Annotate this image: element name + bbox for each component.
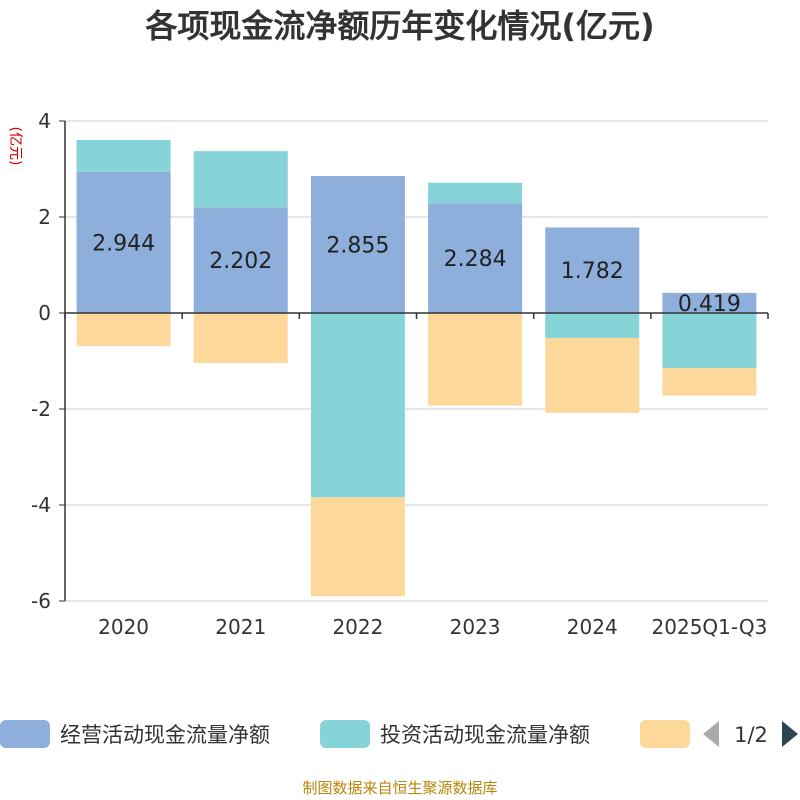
y-tick-label: -4 bbox=[31, 493, 51, 517]
bar-series2-2021[interactable] bbox=[193, 151, 288, 208]
bar-series3-2024[interactable] bbox=[545, 337, 640, 413]
bar-series1-2024[interactable] bbox=[545, 227, 640, 313]
y-tick-label: 4 bbox=[38, 109, 51, 133]
bar-series2-2023[interactable] bbox=[428, 182, 523, 204]
y-tick-label: 2 bbox=[38, 205, 51, 229]
bar-series3-2023[interactable] bbox=[428, 313, 523, 406]
y-tick-label: -6 bbox=[31, 589, 51, 613]
y-tick-label: -2 bbox=[31, 397, 51, 421]
bar-series2-2024[interactable] bbox=[545, 313, 640, 338]
bar-series3-2021[interactable] bbox=[193, 313, 288, 363]
bar-series2-2025Q1-Q3[interactable] bbox=[662, 313, 757, 369]
data-label: 2.855 bbox=[326, 233, 389, 258]
bar-series1-2020[interactable] bbox=[76, 171, 171, 313]
data-label: 1.782 bbox=[561, 259, 624, 284]
data-source-note: 制图数据来自恒生聚源数据库 bbox=[302, 779, 498, 797]
bar-series1-2021[interactable] bbox=[193, 207, 288, 313]
bar-series1-2025Q1-Q3[interactable] bbox=[662, 292, 757, 313]
triangle-left-icon[interactable] bbox=[703, 721, 719, 747]
bar-series1-2023[interactable] bbox=[428, 203, 523, 313]
x-tick-label: 2022 bbox=[332, 615, 383, 639]
bar-series3-2020[interactable] bbox=[76, 313, 171, 347]
bar-series2-2022[interactable] bbox=[310, 313, 405, 498]
data-label: 2.202 bbox=[209, 249, 272, 274]
data-label: 2.944 bbox=[92, 231, 155, 256]
chart-title: 各项现金流净额历年变化情况(亿元) bbox=[145, 7, 655, 45]
legend-pager-text: 1/2 bbox=[734, 723, 768, 747]
legend-swatch-series2[interactable] bbox=[320, 720, 370, 748]
legend-swatch-series1[interactable] bbox=[0, 720, 50, 748]
data-label: 2.284 bbox=[444, 247, 507, 272]
bar-series3-2022[interactable] bbox=[310, 497, 405, 597]
y-axis-label: (亿元) bbox=[7, 127, 23, 166]
x-tick-label: 2024 bbox=[567, 615, 618, 639]
x-tick-label: 2021 bbox=[215, 615, 266, 639]
x-tick-label: 2023 bbox=[450, 615, 501, 639]
triangle-right-icon[interactable] bbox=[782, 721, 798, 747]
y-tick-label: 0 bbox=[38, 301, 51, 325]
bar-series3-2025Q1-Q3[interactable] bbox=[662, 368, 757, 396]
legend-label-series2[interactable]: 投资活动现金流量净额 bbox=[380, 723, 590, 747]
x-tick-label: 2025Q1-Q3 bbox=[652, 615, 768, 639]
bar-series2-2020[interactable] bbox=[76, 140, 171, 172]
legend-swatch-series3[interactable] bbox=[640, 720, 690, 748]
bar-series1-2022[interactable] bbox=[310, 175, 405, 313]
x-tick-label: 2020 bbox=[98, 615, 149, 639]
legend-label-series1[interactable]: 经营活动现金流量净额 bbox=[60, 723, 270, 747]
